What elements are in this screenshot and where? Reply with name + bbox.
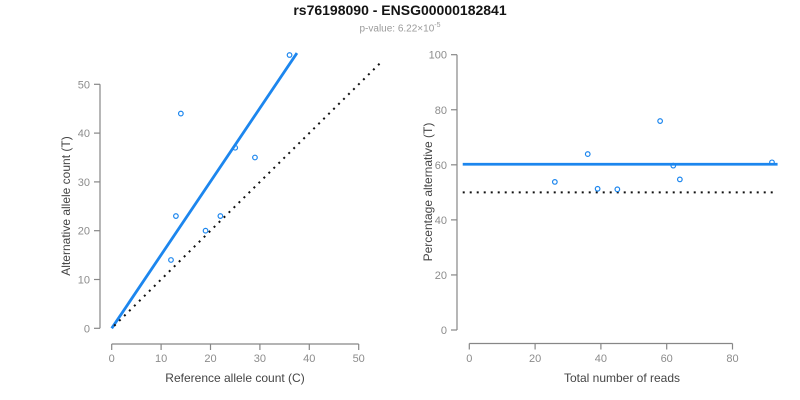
y-tick-label: 0 xyxy=(441,325,447,337)
data-point xyxy=(670,162,677,169)
data-point xyxy=(217,213,224,219)
data-point xyxy=(252,154,258,161)
data-point xyxy=(594,185,601,192)
left-x-axis-label: Reference allele count (C) xyxy=(165,371,305,385)
pvalue-mantissa: 6.22×10 xyxy=(397,23,435,35)
identity-line xyxy=(113,61,383,327)
data-point xyxy=(657,118,664,124)
x-tick-label: 80 xyxy=(726,353,738,365)
left-y-axis-label: Alternative allele count (T) xyxy=(59,136,73,276)
data-point xyxy=(202,227,209,234)
data-point xyxy=(177,110,184,117)
pvalue-exponent: -5 xyxy=(434,22,441,29)
y-tick-label: 60 xyxy=(435,160,447,172)
data-point xyxy=(769,159,775,166)
y-tick-label: 20 xyxy=(78,226,90,238)
plot-percentage-vs-reads: 0 20 40 60 80 100 0 20 40 60 80 xyxy=(429,50,778,365)
y-tick-label: 30 xyxy=(78,177,90,189)
data-point xyxy=(676,176,683,183)
right-y-axis-label: Percentage alternative (T) xyxy=(421,122,435,262)
x-tick-label: 20 xyxy=(204,353,216,365)
x-tick-label: 0 xyxy=(109,353,115,365)
pvalue-prefix: p-value: xyxy=(359,23,398,35)
x-tick-label: 40 xyxy=(595,353,607,365)
data-point xyxy=(173,213,179,219)
y-tick-label: 40 xyxy=(78,128,90,140)
data-point xyxy=(614,186,621,193)
y-tick-label: 100 xyxy=(429,50,447,62)
x-tick-label: 30 xyxy=(254,353,266,365)
x-tick-label: 0 xyxy=(466,353,472,365)
y-tick-label: 80 xyxy=(435,105,447,117)
figure-title: rs76198090 - ENSG00000182841 xyxy=(293,2,507,18)
x-tick-label: 50 xyxy=(353,353,365,365)
x-tick-label: 60 xyxy=(661,353,673,365)
x-tick-label: 20 xyxy=(529,353,541,365)
y-tick-label: 10 xyxy=(78,275,90,287)
y-tick-label: 40 xyxy=(435,215,447,227)
data-point xyxy=(168,257,174,263)
data-point xyxy=(232,144,239,151)
x-tick-label: 10 xyxy=(155,353,167,365)
figure-subtitle: p-value: 6.22×10-5 xyxy=(0,22,800,34)
data-point xyxy=(286,52,293,58)
x-tick-label: 40 xyxy=(303,353,315,365)
data-point xyxy=(584,151,591,157)
y-tick-label: 0 xyxy=(84,323,90,335)
fit-line xyxy=(110,52,299,330)
y-tick-label: 50 xyxy=(78,79,90,91)
y-tick-label: 20 xyxy=(435,270,447,282)
right-x-axis-label: Total number of reads xyxy=(563,371,681,385)
plot-allele-counts: 0 10 20 30 40 50 0 10 20 30 40 50 xyxy=(78,52,383,365)
data-point xyxy=(551,178,558,185)
